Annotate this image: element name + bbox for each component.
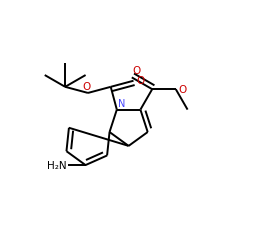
Text: N: N <box>118 99 125 109</box>
Text: H₂N: H₂N <box>47 160 67 170</box>
Text: O: O <box>83 82 91 92</box>
Text: O: O <box>178 85 187 95</box>
Text: O: O <box>132 66 141 76</box>
Text: O: O <box>136 76 144 86</box>
